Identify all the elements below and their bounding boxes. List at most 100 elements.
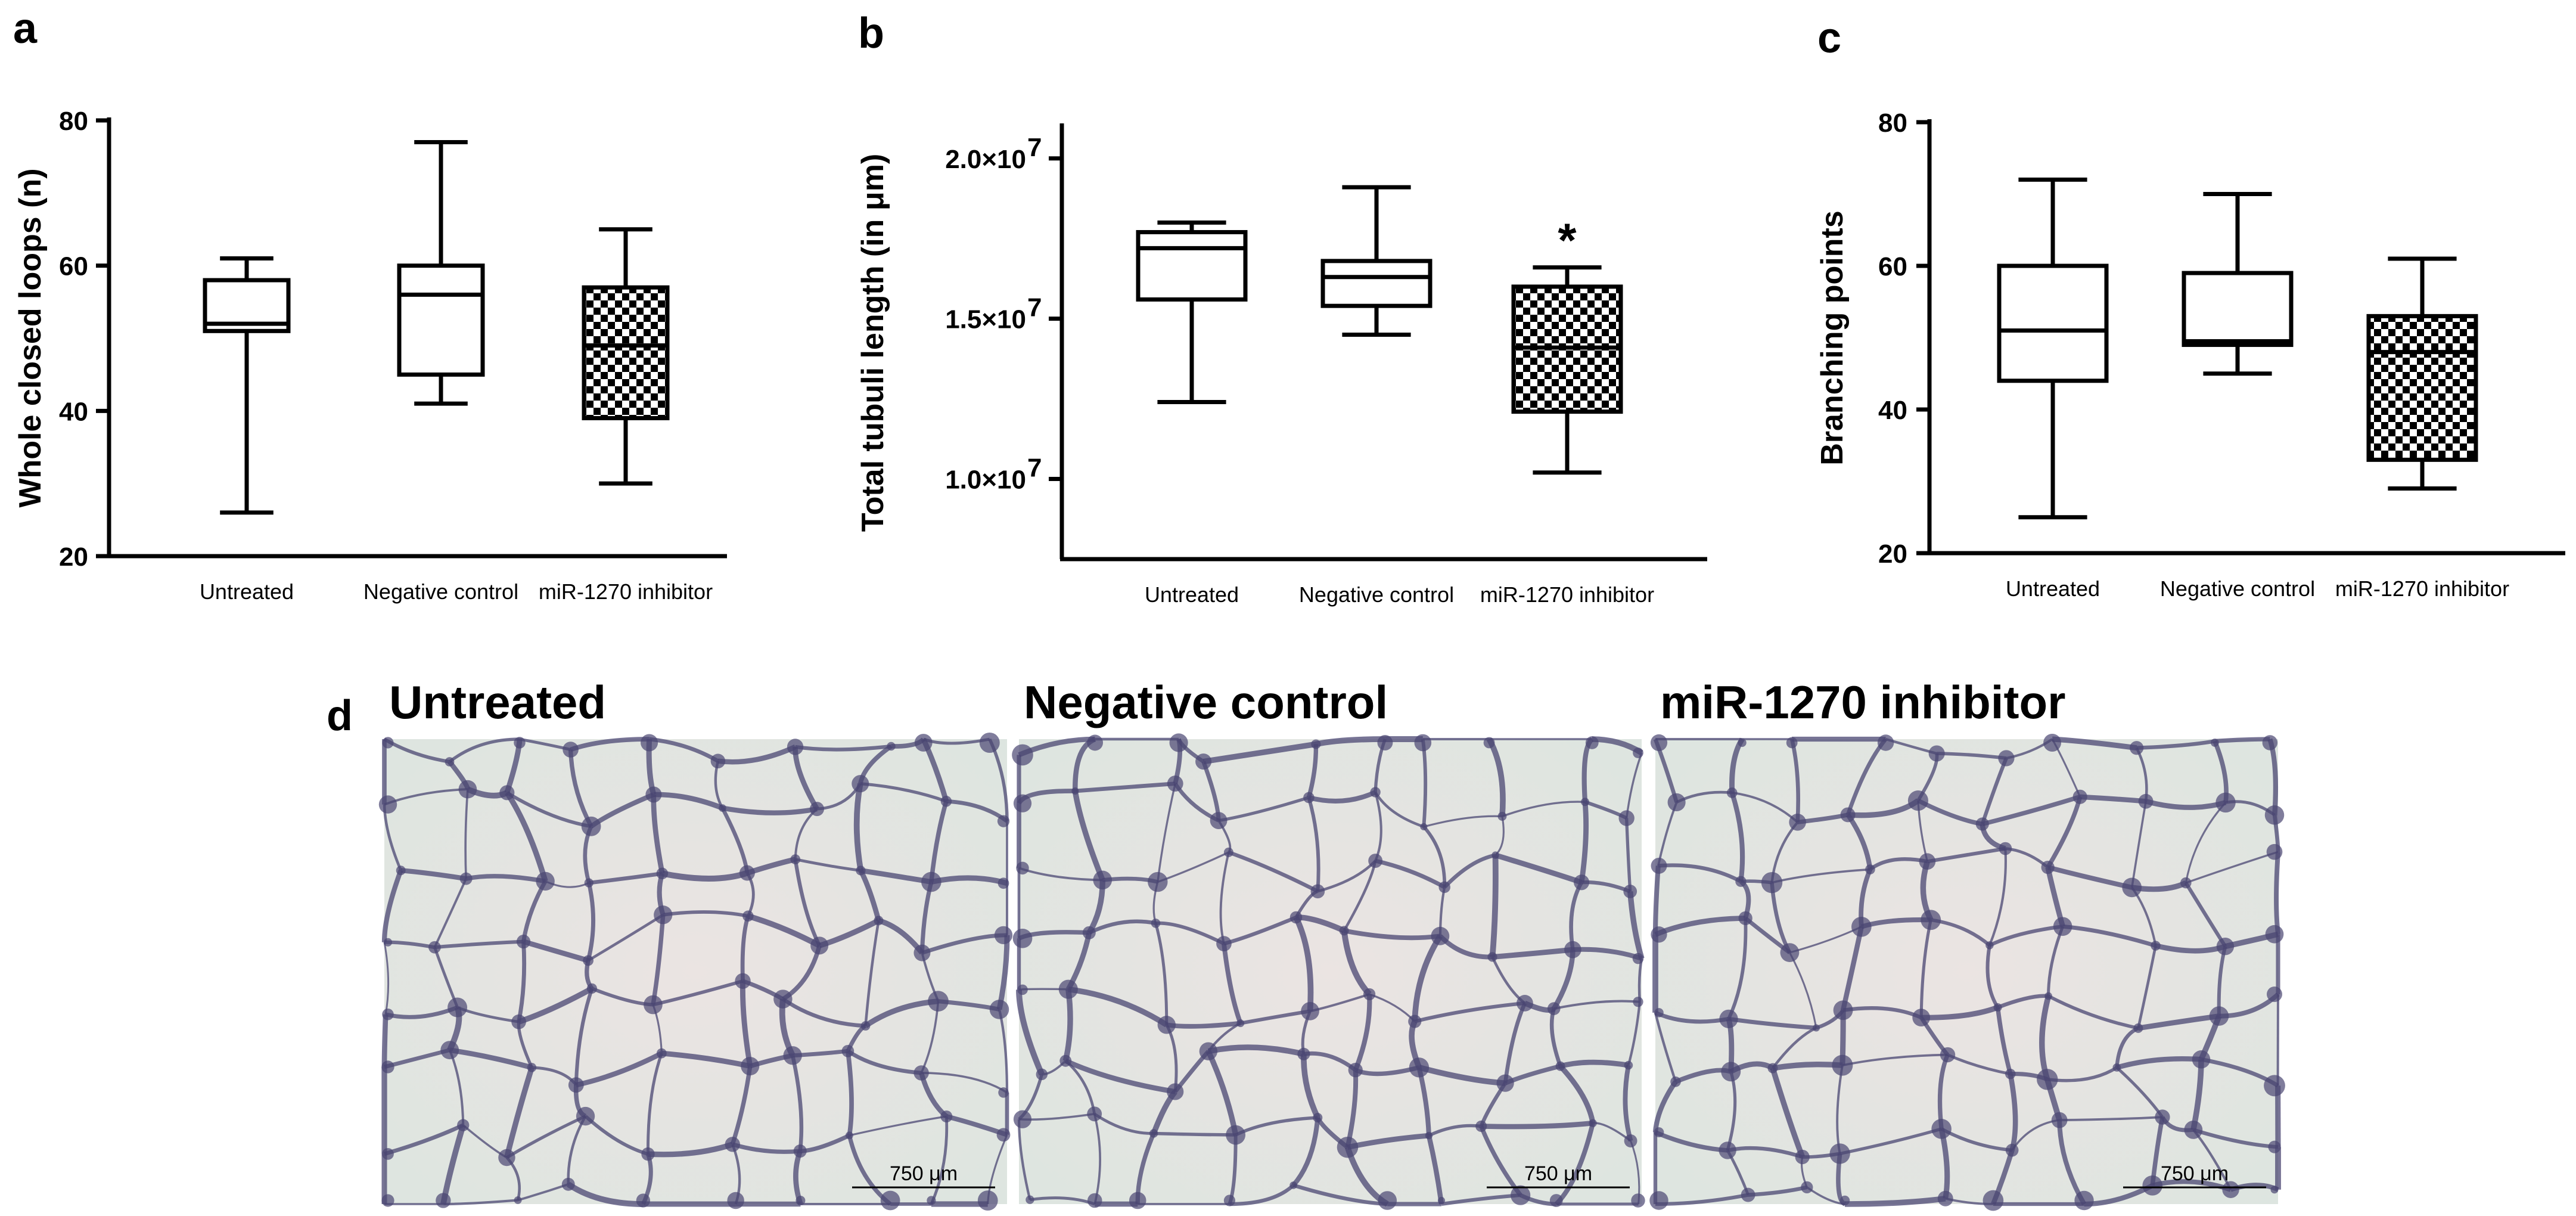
cell-cluster [793,1144,807,1158]
cell-cluster [1148,871,1168,892]
panel-label-b: b [858,10,884,57]
cell-cluster [1726,787,1738,798]
cell-cluster [1517,995,1533,1012]
micrograph-title: Negative control [1024,676,1388,728]
tubule [1625,818,1632,892]
cell-cluster [996,1128,1011,1142]
tubule [1502,801,1586,818]
cell-cluster [1348,1063,1363,1078]
cell-cluster [1624,1134,1637,1147]
tubule [2062,924,2156,948]
tubule [1981,795,2081,827]
cell-cluster [783,1046,802,1065]
tubule [504,1066,535,1159]
cell-cluster [927,1196,936,1205]
cell-cluster [1547,1002,1561,1015]
cell-cluster [928,991,949,1012]
tubule [1423,815,1503,828]
tubule [2274,851,2280,935]
x-category-label: Untreated [200,579,294,604]
cell-cluster [1058,979,1078,999]
tubule [400,868,467,882]
cell-cluster [1431,926,1450,945]
cell-cluster [2074,1190,2094,1211]
y-tick-exponent: 7 [1027,293,1042,322]
tubule [663,910,748,918]
micrograph-2: miR-1270 inhibitor 750 μm [1649,676,2285,1211]
cell-cluster [568,1077,584,1093]
cell-cluster [1013,1110,1032,1128]
cell-cluster [1363,988,1376,1001]
cell-cluster [584,878,593,888]
tubule [1068,987,1169,1028]
cell-cluster [1408,1015,1422,1028]
cell-cluster [581,816,601,836]
cell-cluster [2192,1050,2211,1069]
tubule [1995,1007,2013,1075]
cell-cluster [1907,790,1928,811]
cell-cluster [499,785,515,801]
cell-cluster [979,733,1000,753]
cell-cluster [1289,911,1303,924]
cell-cluster [2112,1063,2121,1072]
tubule [853,783,864,871]
cell-cluster [656,867,669,880]
tubule [1842,1053,1948,1066]
cell-cluster [2209,1006,2229,1026]
tubule [1422,826,1447,888]
box-0 [1997,177,2109,520]
tubule [381,1014,389,1067]
cell-cluster [1719,1141,1736,1159]
cell-cluster [516,935,531,949]
cell-cluster [1093,870,1113,890]
cell-cluster [1511,1185,1531,1205]
cell-cluster [2264,805,2285,825]
cell-cluster [1940,1047,1956,1063]
y-tick-label: 20 [59,542,88,572]
box-2 [582,227,670,486]
y-tick-label: 20 [1878,539,1907,569]
cell-cluster [436,1193,451,1208]
tubule [1072,790,1105,882]
tubule [1926,846,2006,864]
cell-cluster [1780,943,1800,963]
cell-cluster [1087,1193,1102,1208]
panel-label-a: a [13,5,38,52]
cell-cluster [852,775,869,793]
tubule [864,920,880,1026]
panel-label-d: d [327,692,353,740]
tubule [1845,1195,1946,1207]
cell-cluster [1654,1008,1664,1018]
tubule [1988,925,2063,947]
tubule [722,805,818,815]
tubule [1202,741,1317,765]
tubule [1627,891,1645,960]
cell-cluster [841,1044,854,1057]
micrograph-1: Negative control 750 μm [1012,676,1645,1210]
cell-cluster [727,1192,744,1209]
cell-cluster [1017,984,1028,995]
cell-cluster [1993,1003,2002,1012]
cell-cluster [1301,1002,1319,1020]
tubule [448,737,520,764]
tubule [661,1050,751,1069]
tubule [2136,739,2215,750]
cell-cluster [2270,1186,2279,1194]
cell-cluster [527,1063,537,1072]
cell-cluster [1475,1120,1487,1132]
cell-cluster [1738,911,1752,926]
tubule [1919,919,1932,1018]
cell-cluster [1812,1024,1820,1032]
cell-cluster [457,1119,470,1131]
box-iqr [1136,229,1248,302]
tubule [661,870,748,882]
cell-cluster [2180,877,2192,889]
cell-cluster [445,757,455,767]
cell-cluster [1670,1076,1681,1087]
tubule [2116,1056,2202,1071]
tubule [588,871,663,885]
tubule [847,1049,922,1075]
cell-cluster [977,1190,998,1211]
cell-cluster [1310,884,1325,899]
tubule [465,874,546,884]
